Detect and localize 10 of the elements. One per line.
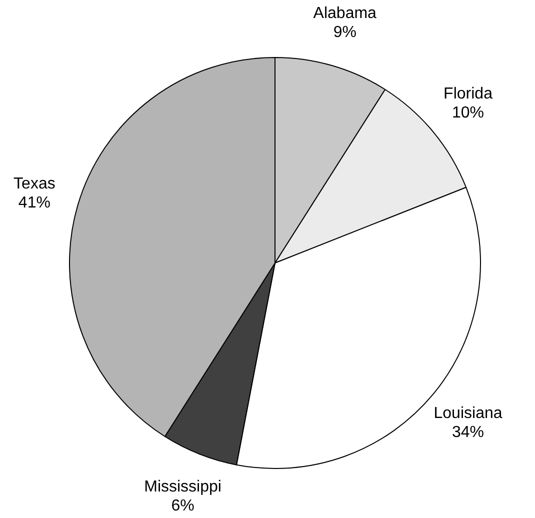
data-label: 41% <box>18 194 50 212</box>
data-label: 6% <box>171 497 194 514</box>
slice-label: Texas <box>14 176 56 193</box>
data-label: 34% <box>452 424 484 442</box>
slice-label: Mississippi <box>144 478 222 496</box>
data-label: 9% <box>333 24 356 41</box>
data-label: 10% <box>452 104 484 122</box>
slice-label: Florida <box>444 86 493 103</box>
slice-label: Louisiana <box>434 405 502 422</box>
slice-label: Alabama <box>313 4 377 22</box>
